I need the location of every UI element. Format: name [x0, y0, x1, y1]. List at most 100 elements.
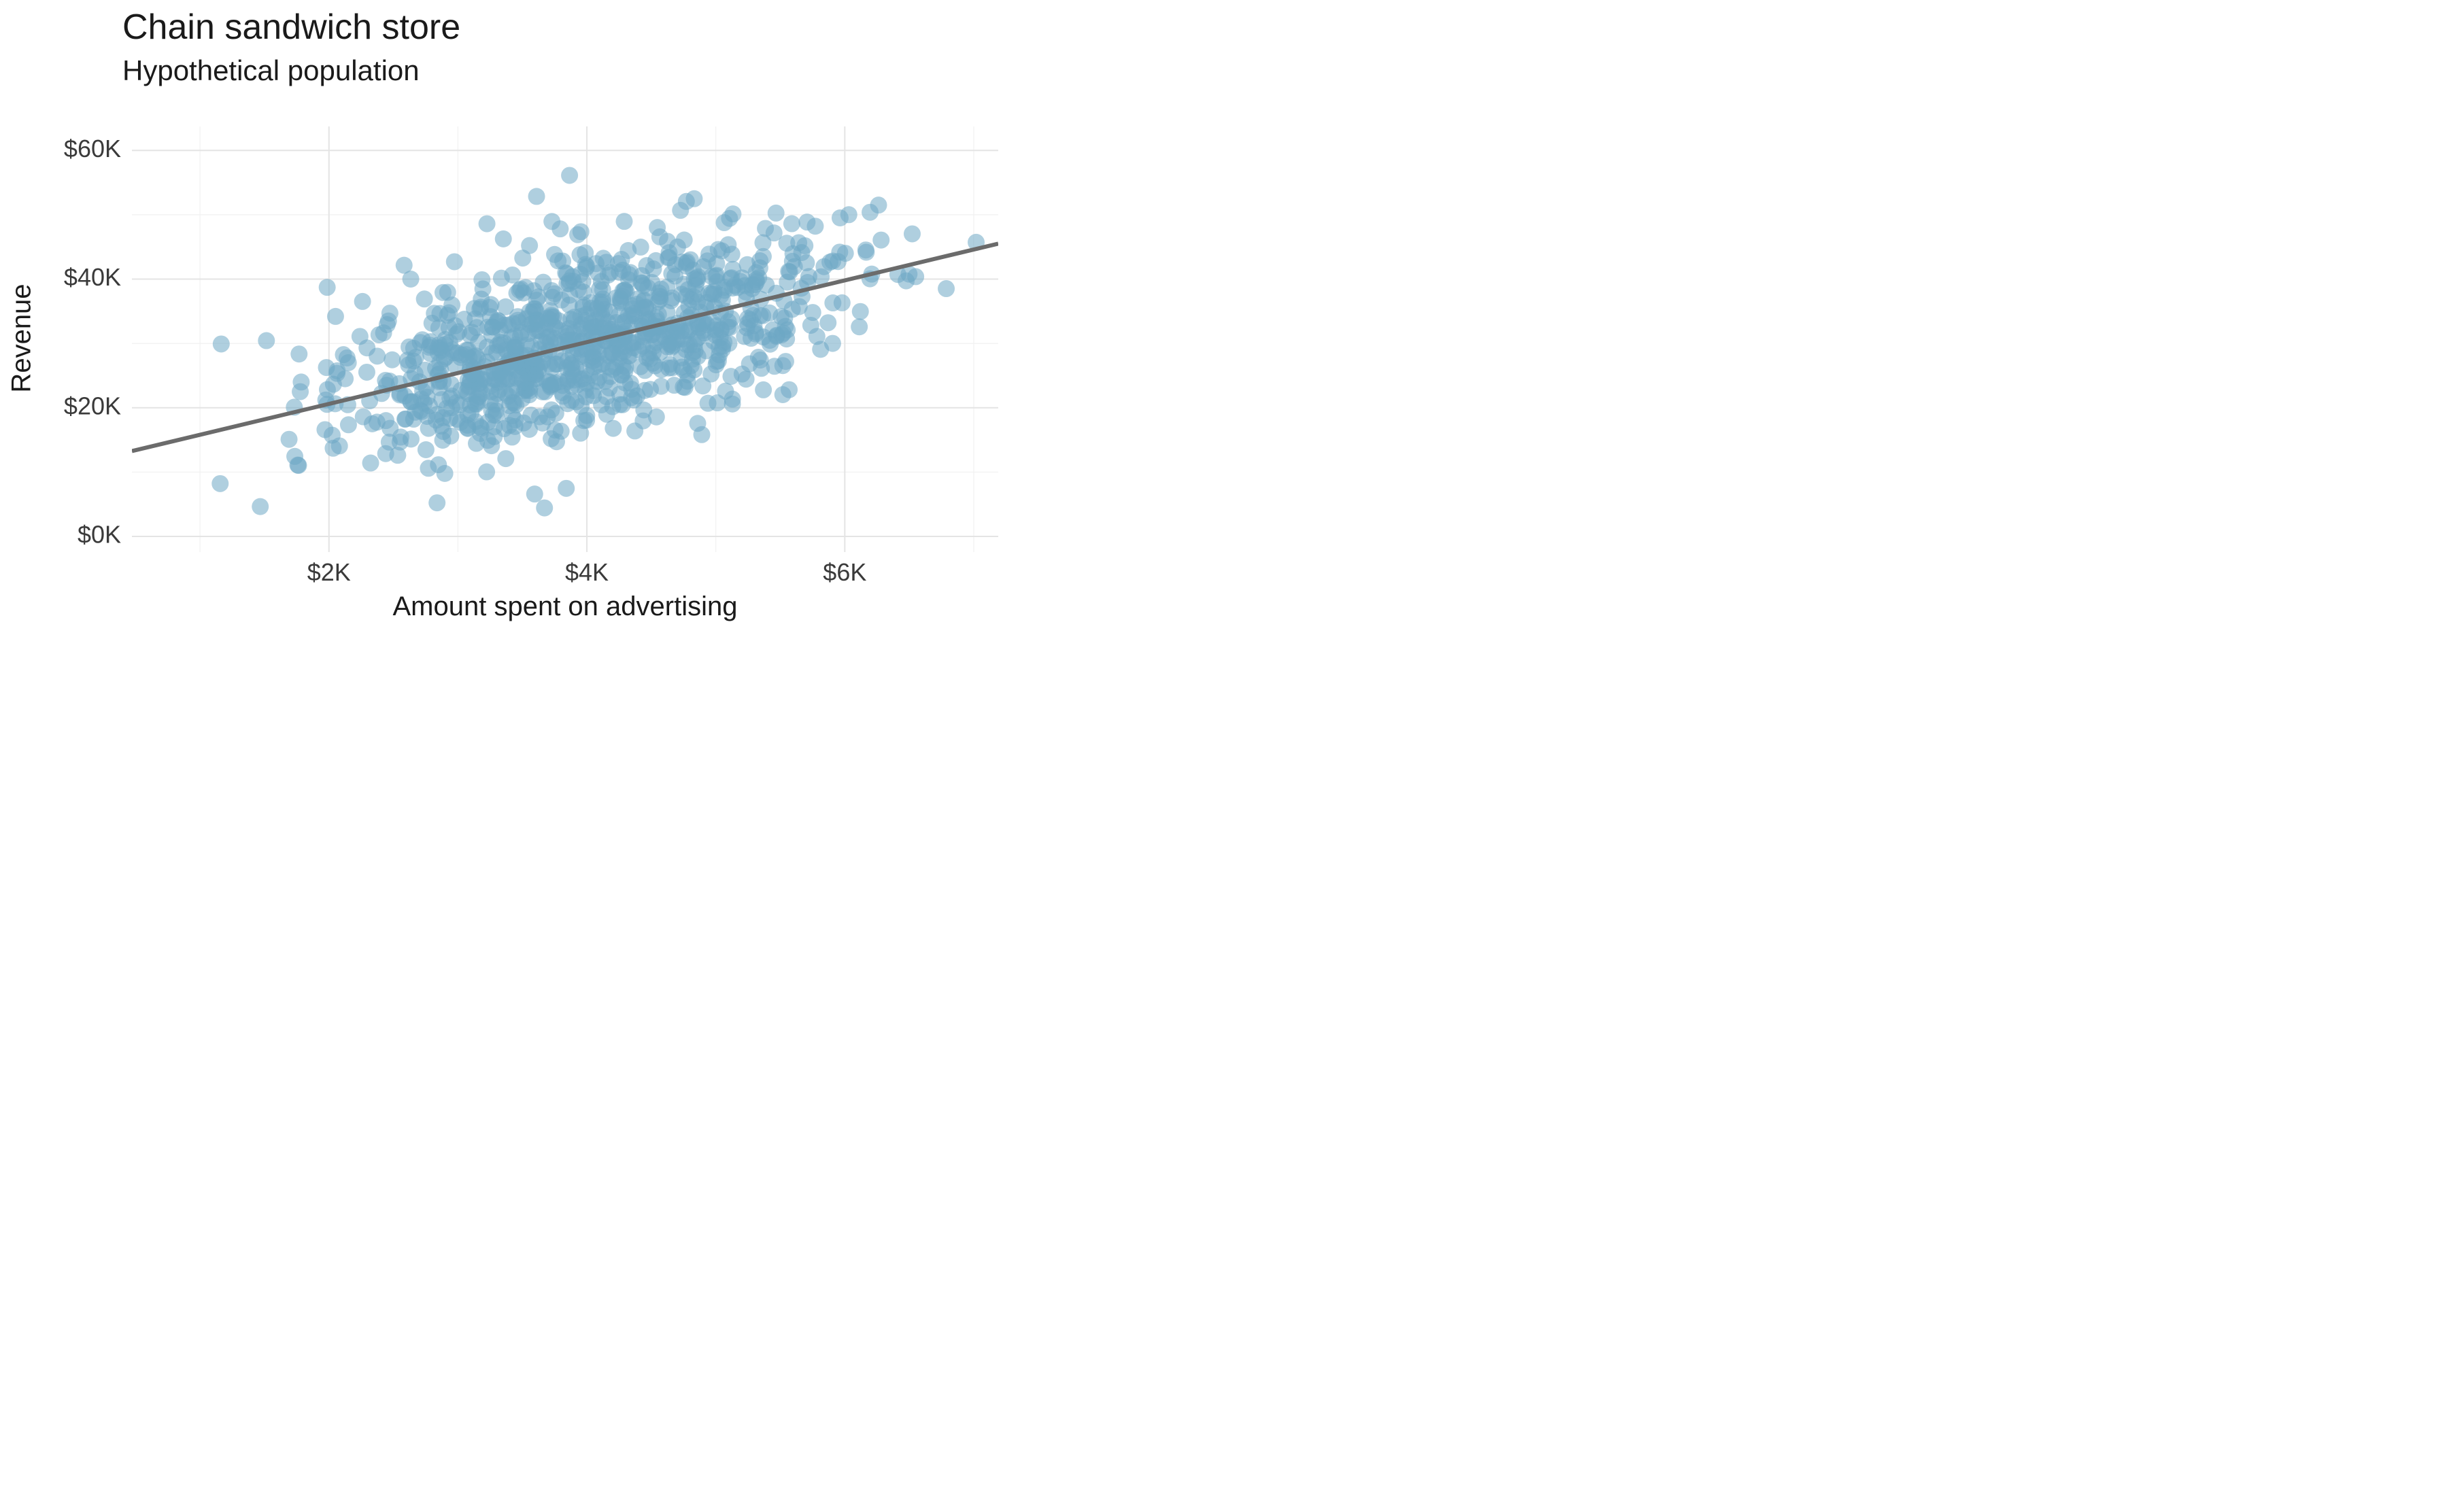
data-point: [659, 233, 676, 250]
data-point: [632, 239, 649, 256]
data-point: [783, 216, 800, 233]
data-point: [318, 359, 335, 376]
x-axis-label: Amount spent on advertising: [132, 591, 998, 622]
data-point: [403, 271, 420, 288]
data-point: [605, 420, 622, 437]
data-point: [837, 245, 854, 262]
data-point: [573, 223, 590, 240]
data-point: [479, 432, 496, 449]
data-point: [479, 216, 496, 233]
y-tick-label: $40K: [64, 263, 121, 291]
data-point: [872, 232, 889, 249]
data-point: [549, 252, 566, 269]
data-point: [493, 270, 510, 287]
data-point: [466, 300, 483, 317]
data-point: [585, 358, 602, 375]
data-point: [664, 337, 681, 354]
data-point: [775, 386, 792, 403]
data-point: [397, 411, 414, 428]
data-point: [575, 412, 592, 429]
data-point: [478, 464, 495, 481]
data-point: [648, 334, 665, 351]
data-point: [405, 340, 422, 357]
data-point: [483, 383, 500, 400]
data-point: [428, 494, 445, 511]
data-point: [319, 381, 336, 398]
data-point: [258, 332, 275, 349]
data-point: [437, 336, 454, 353]
data-point: [724, 261, 741, 278]
data-point: [819, 314, 836, 331]
data-point: [716, 214, 733, 231]
data-point: [458, 346, 475, 363]
data-point: [709, 267, 726, 284]
data-point: [676, 232, 693, 249]
data-point: [331, 437, 348, 454]
data-point: [804, 304, 821, 321]
data-point: [354, 293, 371, 310]
y-tick-label: $0K: [78, 521, 121, 549]
data-point: [582, 294, 599, 311]
data-point: [800, 268, 817, 285]
data-point: [675, 276, 692, 293]
data-point: [593, 273, 610, 290]
data-point: [446, 253, 463, 270]
data-point: [785, 245, 802, 262]
data-point: [598, 254, 615, 271]
data-point: [615, 213, 632, 230]
data-point: [862, 204, 879, 221]
data-point: [526, 485, 543, 502]
data-point: [907, 268, 924, 285]
data-point: [213, 335, 230, 352]
data-point: [611, 345, 628, 362]
chart-title: Chain sandwich store: [122, 7, 460, 48]
data-point: [452, 382, 469, 399]
data-point: [430, 456, 447, 473]
data-point: [840, 206, 857, 223]
data-point: [544, 289, 561, 306]
data-point: [648, 409, 665, 426]
data-point: [316, 421, 333, 438]
x-tick-label: $4K: [565, 558, 609, 586]
data-point: [642, 381, 659, 398]
data-point: [745, 317, 762, 334]
data-point: [852, 303, 869, 320]
data-point: [522, 407, 539, 424]
data-point: [543, 307, 560, 324]
data-point: [614, 262, 631, 279]
data-point: [679, 253, 696, 270]
data-point: [384, 351, 401, 368]
data-point: [743, 277, 760, 294]
data-point: [755, 248, 772, 265]
data-point: [377, 372, 394, 389]
data-point: [593, 396, 610, 413]
data-point: [286, 448, 303, 465]
data-point: [755, 381, 772, 398]
data-point: [441, 304, 458, 321]
chart-container: Chain sandwich store Hypothetical popula…: [0, 0, 1020, 630]
data-point: [543, 430, 560, 447]
data-point: [521, 237, 538, 254]
data-point: [709, 317, 726, 334]
data-point: [418, 441, 435, 458]
data-point: [708, 356, 725, 373]
data-point: [435, 284, 452, 301]
data-point: [938, 280, 955, 297]
data-point: [416, 290, 433, 307]
data-point: [684, 344, 701, 361]
data-point: [752, 351, 769, 368]
data-point: [904, 225, 921, 242]
data-point: [558, 480, 575, 497]
y-axis-label: Revenue: [7, 126, 37, 551]
x-tick-label: $2K: [307, 558, 351, 586]
data-point: [568, 394, 585, 411]
data-point: [542, 379, 559, 396]
data-point: [812, 341, 829, 358]
data-point: [757, 220, 774, 237]
data-point: [551, 220, 568, 237]
data-point: [435, 432, 452, 449]
data-point: [281, 431, 298, 448]
data-point: [680, 298, 697, 315]
chart-subtitle: Hypothetical population: [122, 54, 420, 87]
data-point: [722, 368, 739, 385]
